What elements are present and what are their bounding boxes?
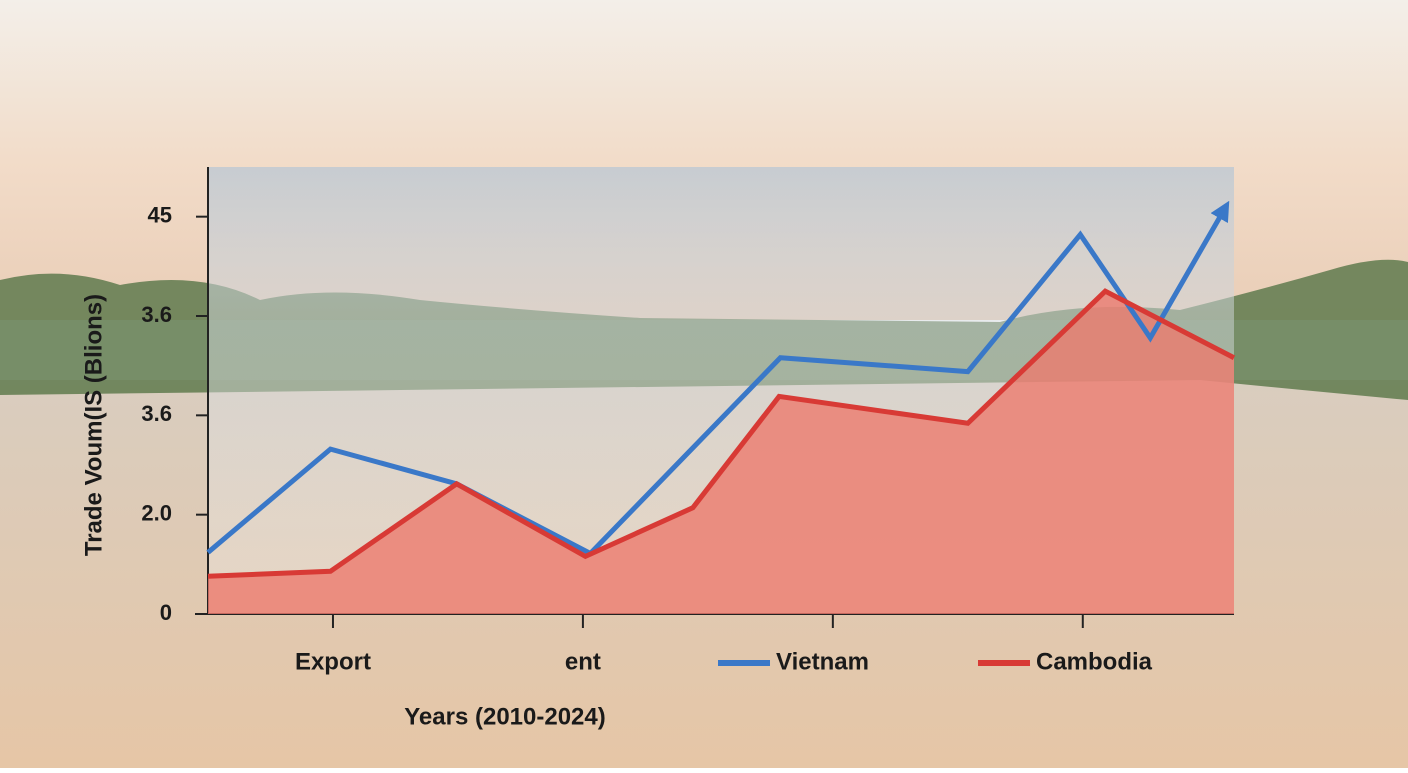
series-line (207, 288, 1236, 579)
y-axis-title: Trade Voum(IS (Blions) (80, 294, 107, 556)
legend-label: Cambodia (1036, 648, 1153, 675)
y-tick-label: 0 (160, 600, 172, 625)
y-tick-label: 3.6 (141, 302, 172, 327)
area (208, 291, 1234, 614)
y-tick-label: 3.6 (141, 401, 172, 426)
x-tick-label: Export (295, 648, 371, 675)
x-tick-label: ent (565, 648, 601, 675)
y-tick-label: 2.0 (141, 500, 172, 525)
legend-label: Vietnam (776, 648, 869, 675)
x-axis-title: Years (2010-2024) (404, 703, 606, 730)
y-tick-label: 45 (148, 202, 172, 227)
